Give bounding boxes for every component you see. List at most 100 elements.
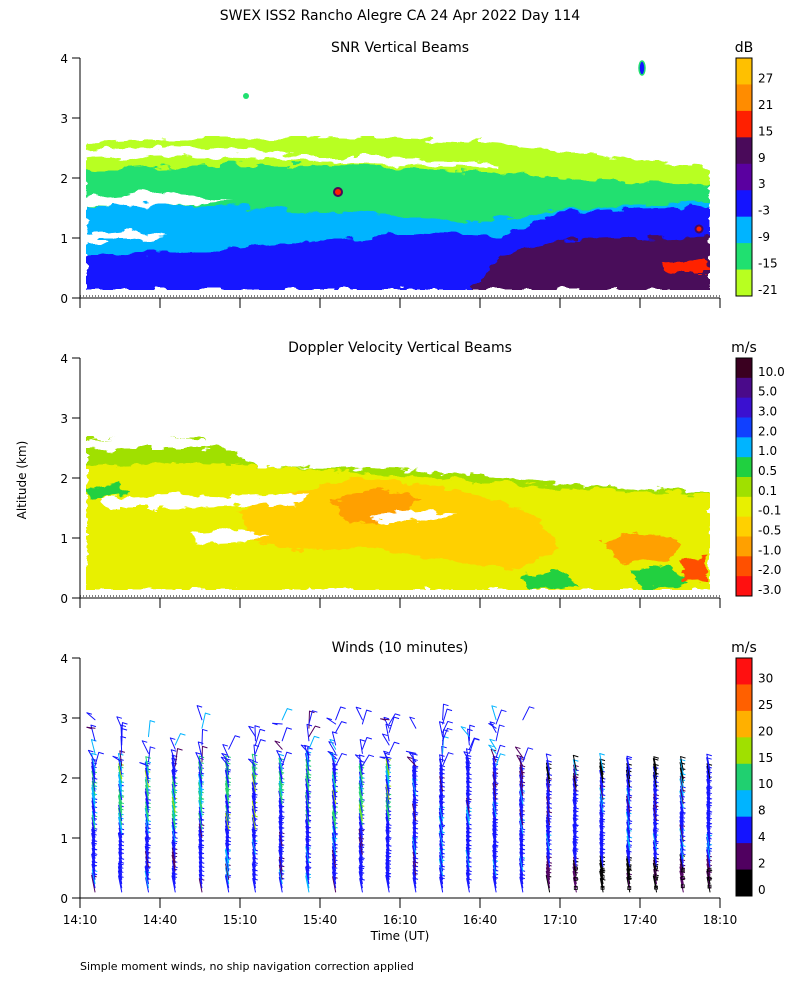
winds-colorbar-label: 30: [758, 671, 773, 685]
wind-barb: [412, 872, 417, 889]
winds-axes: 0 1 2 3 4 14:10 14:40 15:10 15:40 16:10 16:40 17:10…: [60, 652, 737, 927]
wind-barb-flag: [202, 728, 208, 732]
wind-barb: [198, 869, 203, 885]
wind-barb: [626, 808, 631, 826]
wind-barb: [466, 878, 470, 893]
wind-barb: [572, 783, 577, 801]
wind-barb: [305, 825, 310, 843]
wind-barb: [198, 856, 203, 872]
wind-barb: [573, 768, 577, 784]
wind-barb: [492, 808, 497, 826]
wind-barb: [466, 806, 470, 822]
wind-barb: [466, 789, 470, 805]
wind-barb: [546, 847, 551, 864]
wind-barb: [492, 782, 497, 801]
wind-barb: [117, 795, 123, 813]
winds-panel: Winds (10 minutes) 0 1 2 3 4 14:10 14:40 15:10 1…: [60, 640, 773, 943]
wind-barb: [198, 766, 203, 784]
wind-barb: [358, 771, 363, 788]
wind-barb: [466, 856, 470, 872]
wind-barb: [147, 746, 151, 763]
wind-barb: [118, 763, 123, 780]
wind-barb: [599, 796, 604, 813]
wind-barb: [495, 744, 501, 759]
wind-barb: [252, 857, 256, 872]
wind-barb: [653, 788, 658, 805]
wind-barb: [224, 849, 230, 868]
wind-barb: [465, 830, 470, 847]
wind-barb: [118, 804, 123, 822]
wind-barb: [252, 814, 256, 830]
snr-colorbar-swatch: [736, 163, 752, 191]
wind-barb: [466, 827, 470, 843]
wind-barb: [546, 810, 551, 826]
wind-barb: [305, 855, 310, 872]
wind-barb: [439, 843, 444, 859]
wind-barb: [492, 755, 497, 771]
wind-barb: [225, 805, 230, 822]
wind-barb: [385, 854, 390, 872]
wind-barb: [331, 731, 337, 746]
wind-barb: [332, 825, 337, 843]
wind-barb: [519, 818, 524, 834]
wind-barb: [171, 800, 176, 817]
wind-barb: [412, 831, 417, 847]
doppler-white-gap-1: [86, 436, 240, 450]
wind-barb: [492, 824, 497, 843]
wind-barb: [278, 864, 283, 880]
wind-barb: [572, 809, 577, 826]
wind-barb: [545, 762, 551, 780]
wind-barb: [680, 844, 684, 859]
wind-barb-flag: [366, 737, 373, 740]
wind-barb-flag: [278, 753, 285, 757]
doppler-colorbar-swatch: [736, 516, 752, 537]
wind-barb: [519, 837, 524, 855]
wind-barb-flag: [260, 739, 266, 742]
wind-barb-flag: [360, 739, 366, 742]
wind-barb: [514, 746, 524, 759]
wind-barb: [466, 822, 470, 838]
wind-barb: [171, 854, 176, 872]
wind-barb: [358, 786, 363, 805]
wind-barb: [198, 773, 203, 792]
wind-barb: [252, 772, 256, 788]
wind-barb: [305, 801, 310, 817]
snr-colorbar-swatch: [736, 84, 752, 112]
snr-panel: SNR Vertical Beams 0 1 2 3 4 dB 27 21 15 9 3 -3 -9…: [60, 40, 778, 308]
wind-barb: [519, 812, 524, 830]
doppler-y-tick-label: 3: [60, 412, 68, 426]
winds-colorbar-label: 25: [758, 698, 773, 712]
wind-barb: [305, 860, 310, 876]
wind-barb: [355, 706, 363, 721]
wind-barb: [545, 833, 551, 851]
wind-barb: [653, 780, 658, 796]
wind-barb: [145, 819, 149, 834]
wind-barb: [519, 869, 524, 885]
wind-barb: [358, 813, 363, 830]
snr-y-tick-label: 1: [60, 232, 68, 246]
wind-barb: [171, 831, 176, 847]
wind-barb: [599, 769, 604, 788]
wind-barb: [305, 773, 310, 788]
wind-barb: [492, 876, 497, 893]
wind-barb: [465, 872, 470, 889]
wind-barb: [439, 754, 444, 771]
wind-barb-flag: [447, 720, 453, 724]
wind-barb: [412, 789, 417, 805]
wind-barb: [546, 777, 551, 792]
wind-barb: [361, 754, 370, 767]
wind-barb: [358, 816, 363, 834]
wind-barb: [438, 824, 444, 843]
wind-barb-flag: [315, 725, 321, 729]
wind-barb: [144, 837, 149, 855]
wind-barb: [679, 762, 684, 780]
wind-barb: [492, 801, 497, 817]
wind-barb: [599, 820, 604, 838]
snr-y-tick-label: 4: [60, 52, 68, 66]
wind-barb-flag: [500, 744, 506, 748]
wind-barb-flag: [443, 729, 449, 732]
wind-barb: [198, 865, 203, 880]
wind-barb: [171, 761, 176, 780]
wind-barb: [412, 812, 417, 830]
wind-barb-flag: [366, 709, 372, 713]
